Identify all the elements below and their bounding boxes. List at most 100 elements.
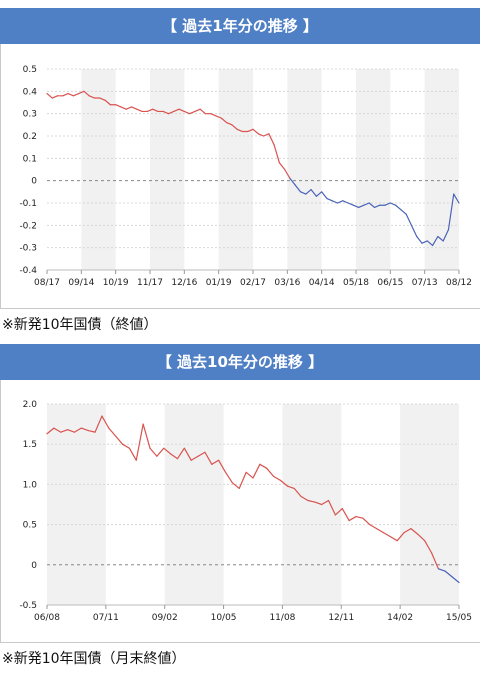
- data-segment: [189, 110, 196, 115]
- data-segment: [314, 501, 323, 506]
- x-tick-label: 07/13: [412, 278, 438, 288]
- x-tick-label: 01/19: [206, 278, 232, 288]
- data-segment: [115, 435, 124, 445]
- data-segment: [149, 447, 158, 457]
- data-segment: [231, 124, 238, 130]
- data-segment: [273, 475, 282, 481]
- data-segment: [238, 471, 247, 490]
- data-segment: [389, 202, 397, 206]
- data-segment: [376, 528, 385, 534]
- data-segment: [197, 451, 206, 457]
- data-segment: [279, 479, 288, 487]
- data-segment: [315, 191, 323, 197]
- data-segment: [163, 447, 172, 455]
- data-segment: [431, 235, 439, 247]
- x-tick-label: 06/08: [34, 613, 60, 623]
- data-segment: [183, 110, 191, 115]
- data-segment: [220, 117, 228, 124]
- data-segment: [310, 189, 317, 197]
- data-segment: [83, 90, 90, 97]
- data-segment: [278, 162, 286, 171]
- data-segment: [252, 463, 261, 479]
- y-tick-label: 0: [31, 177, 37, 187]
- data-segment: [421, 240, 428, 244]
- data-segment: [268, 133, 275, 146]
- data-segment: [125, 106, 133, 110]
- data-segment: [355, 515, 364, 519]
- data-segment: [336, 200, 344, 204]
- data-segment: [373, 204, 381, 209]
- data-segment: [358, 204, 365, 209]
- data-segment: [259, 463, 268, 469]
- x-tick-label: 15/05: [446, 613, 472, 623]
- data-segment: [400, 209, 407, 215]
- chart-note-1y: ※新発10年国債（終値）: [2, 317, 158, 333]
- data-segment: [294, 184, 302, 193]
- chart-title-10y: 【 過去10年分の推移 】: [0, 344, 480, 380]
- data-segment: [62, 92, 69, 97]
- data-segment: [225, 121, 233, 126]
- data-segment: [53, 427, 62, 433]
- data-segment: [382, 532, 391, 538]
- data-segment: [405, 213, 413, 226]
- data-segment: [135, 423, 144, 461]
- data-segment: [46, 427, 55, 435]
- data-segment: [273, 144, 281, 164]
- data-segment: [210, 113, 217, 117]
- data-segment: [199, 108, 207, 115]
- data-segment: [389, 536, 398, 542]
- y-tick-label: 0.3: [23, 110, 37, 120]
- bg-band: [282, 404, 342, 605]
- data-segment: [341, 507, 350, 522]
- data-segment: [87, 429, 96, 433]
- y-tick-label: -0.1: [19, 199, 37, 209]
- data-segment: [368, 202, 376, 209]
- data-segment: [73, 427, 82, 433]
- x-tick-label: 06/15: [377, 278, 403, 288]
- data-segment: [307, 499, 316, 503]
- y-tick-label: -0.3: [19, 244, 37, 254]
- data-segment: [252, 128, 259, 135]
- data-segment: [289, 177, 296, 186]
- data-segment: [430, 552, 439, 570]
- data-segment: [352, 204, 360, 209]
- data-segment: [88, 95, 96, 99]
- data-segment: [342, 200, 349, 204]
- data-segment: [257, 133, 265, 137]
- data-segment: [51, 95, 59, 99]
- y-tick-label: 1.5: [23, 440, 37, 450]
- bg-band: [218, 69, 253, 270]
- x-tick-label: 02/17: [240, 278, 266, 288]
- data-segment: [176, 447, 185, 460]
- data-segment: [78, 90, 85, 95]
- x-tick-label: 04/14: [309, 278, 335, 288]
- data-segment: [451, 576, 460, 584]
- data-segment: [178, 108, 185, 113]
- data-segment: [426, 240, 434, 247]
- data-segment: [424, 540, 433, 554]
- x-tick-label: 10/19: [103, 278, 129, 288]
- data-segment: [327, 499, 336, 516]
- data-segment: [167, 110, 175, 115]
- data-segment: [231, 482, 240, 490]
- y-tick-label: -0.2: [19, 221, 37, 231]
- data-segment: [146, 108, 154, 113]
- x-tick-label: 12/11: [328, 613, 354, 623]
- data-segment: [211, 459, 220, 465]
- data-segment: [369, 524, 378, 530]
- x-tick-label: 12/16: [171, 278, 197, 288]
- y-tick-label: -0.4: [19, 266, 37, 276]
- data-segment: [115, 104, 122, 108]
- data-segment: [442, 229, 450, 242]
- data-segment: [66, 429, 76, 433]
- x-tick-label: 08/12: [446, 278, 472, 288]
- data-segment: [72, 92, 80, 97]
- data-segment: [362, 517, 371, 526]
- x-tick-label: 07/11: [93, 613, 119, 623]
- x-tick-label: 09/14: [68, 278, 94, 288]
- data-segment: [120, 106, 127, 110]
- data-segment: [444, 570, 453, 578]
- data-segment: [416, 235, 423, 244]
- bg-band: [356, 69, 391, 270]
- data-segment: [99, 97, 106, 101]
